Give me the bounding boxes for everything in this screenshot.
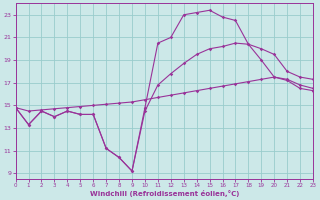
X-axis label: Windchill (Refroidissement éolien,°C): Windchill (Refroidissement éolien,°C)	[90, 190, 239, 197]
